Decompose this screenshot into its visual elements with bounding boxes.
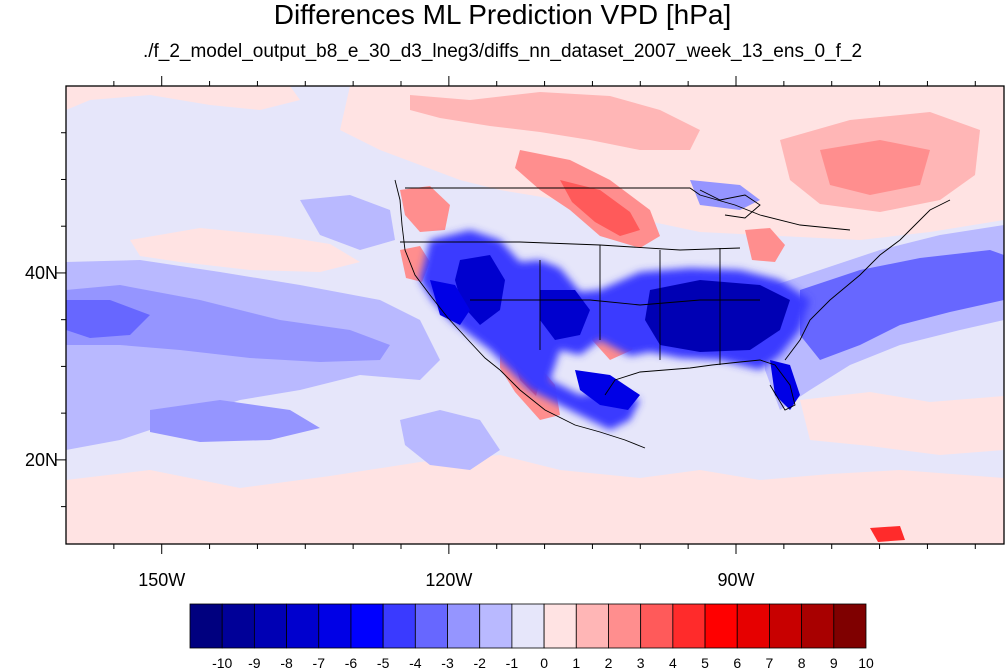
colorbar-box	[543, 603, 577, 649]
colorbar-label: -3	[441, 655, 454, 671]
pink-region-south	[66, 455, 1004, 544]
medium-blue-pacific-core	[66, 300, 150, 338]
colorbar-label: -9	[248, 655, 261, 671]
colorbar-box	[253, 603, 287, 649]
colorbar-box	[672, 603, 706, 649]
pink-region-caribbean	[800, 392, 1004, 455]
y-tick-label: 20N	[25, 450, 58, 470]
colorbar-label: 1	[572, 655, 580, 671]
dark-blue-southeast	[645, 280, 790, 352]
colorbar-box	[575, 603, 609, 649]
plot-subtitle: ./f_2_model_output_b8_e_30_d3_lneg3/diff…	[142, 41, 863, 62]
colorbar-box	[833, 603, 867, 649]
red-region-canada	[410, 92, 700, 150]
colorbar-label: -1	[506, 655, 519, 671]
canada-border-line	[405, 187, 851, 231]
pink-region-pacific	[130, 228, 360, 272]
contour-field	[66, 86, 1004, 544]
colorbar: -10 -9 -8 -7 -6 -5 -4 -3 -2 -1 0 1 2 3 4 5 6 7 8 9 10	[189, 603, 874, 671]
colorbar-label: -10	[212, 655, 232, 671]
colorbar-label: -6	[345, 655, 358, 671]
x-tick-label: 120W	[425, 570, 472, 590]
west-coast-line	[394, 179, 501, 371]
medium-blue-pacific-south	[150, 400, 320, 442]
colorbar-box	[221, 603, 255, 649]
red-region-oregon	[400, 186, 450, 232]
red-region-ohio	[745, 228, 785, 262]
x-tick-label: 90W	[717, 570, 754, 590]
map-frame	[65, 85, 1005, 545]
light-blue-pacific-north	[300, 195, 395, 250]
colorbar-box	[318, 603, 352, 649]
medium-blue-atlantic	[800, 250, 1004, 360]
colorbar-box	[769, 603, 803, 649]
east-coast-line	[784, 199, 951, 361]
great-lakes-outline	[699, 189, 761, 219]
colorbar-box	[479, 603, 513, 649]
red-spot-south	[870, 526, 905, 542]
medium-blue-pacific	[66, 285, 390, 362]
mexico-pacific-coast	[499, 369, 646, 449]
colorbar-label: 2	[605, 655, 613, 671]
dark-blue-mexico	[575, 370, 640, 410]
blue-region-great-lakes	[690, 180, 760, 210]
colorbar-label: 10	[858, 655, 874, 671]
colorbar-label: 7	[766, 655, 774, 671]
red-core-northern-plains	[560, 180, 640, 236]
axis-ticks: 150W 120W 90W 40N 20N	[25, 76, 976, 590]
colorbar-label: -5	[377, 655, 390, 671]
colorbar-box	[736, 603, 770, 649]
colorbar-box	[608, 603, 642, 649]
colorbar-box	[801, 603, 835, 649]
colorbar-label: 0	[540, 655, 548, 671]
colorbar-box	[189, 603, 223, 649]
colorbar-box	[382, 603, 416, 649]
colorbar-label: -2	[473, 655, 486, 671]
colorbar-box	[350, 603, 384, 649]
colorbar-label: -7	[313, 655, 326, 671]
colorbar-label: 6	[733, 655, 741, 671]
light-blue-east-pacific	[400, 410, 500, 470]
colorbar-box	[286, 603, 320, 649]
coastlines	[394, 179, 951, 449]
colorbar-label: 8	[798, 655, 806, 671]
blue-region-conus	[420, 230, 810, 430]
colorbar-label: -4	[409, 655, 422, 671]
colorbar-box	[511, 603, 545, 649]
gulf-coast-line	[604, 359, 796, 411]
dark-blue-southwest	[540, 290, 590, 340]
x-tick-label: 150W	[138, 570, 185, 590]
colorbar-label: 5	[701, 655, 709, 671]
colorbar-box	[414, 603, 448, 649]
colorbar-label: 4	[669, 655, 677, 671]
plot-title: Differences ML Prediction VPD [hPa]	[273, 0, 732, 30]
border-line-2	[470, 299, 760, 306]
colorbar-box	[640, 603, 674, 649]
red-region-quebec	[820, 140, 930, 195]
colorbar-box	[447, 603, 481, 649]
dark-blue-california	[430, 280, 470, 325]
colorbar-label: -8	[280, 655, 293, 671]
colorbar-label: 3	[637, 655, 645, 671]
pink-region-northwest	[66, 86, 300, 110]
y-tick-label: 40N	[25, 263, 58, 283]
colorbar-label: 9	[830, 655, 838, 671]
colorbar-box	[704, 603, 738, 649]
